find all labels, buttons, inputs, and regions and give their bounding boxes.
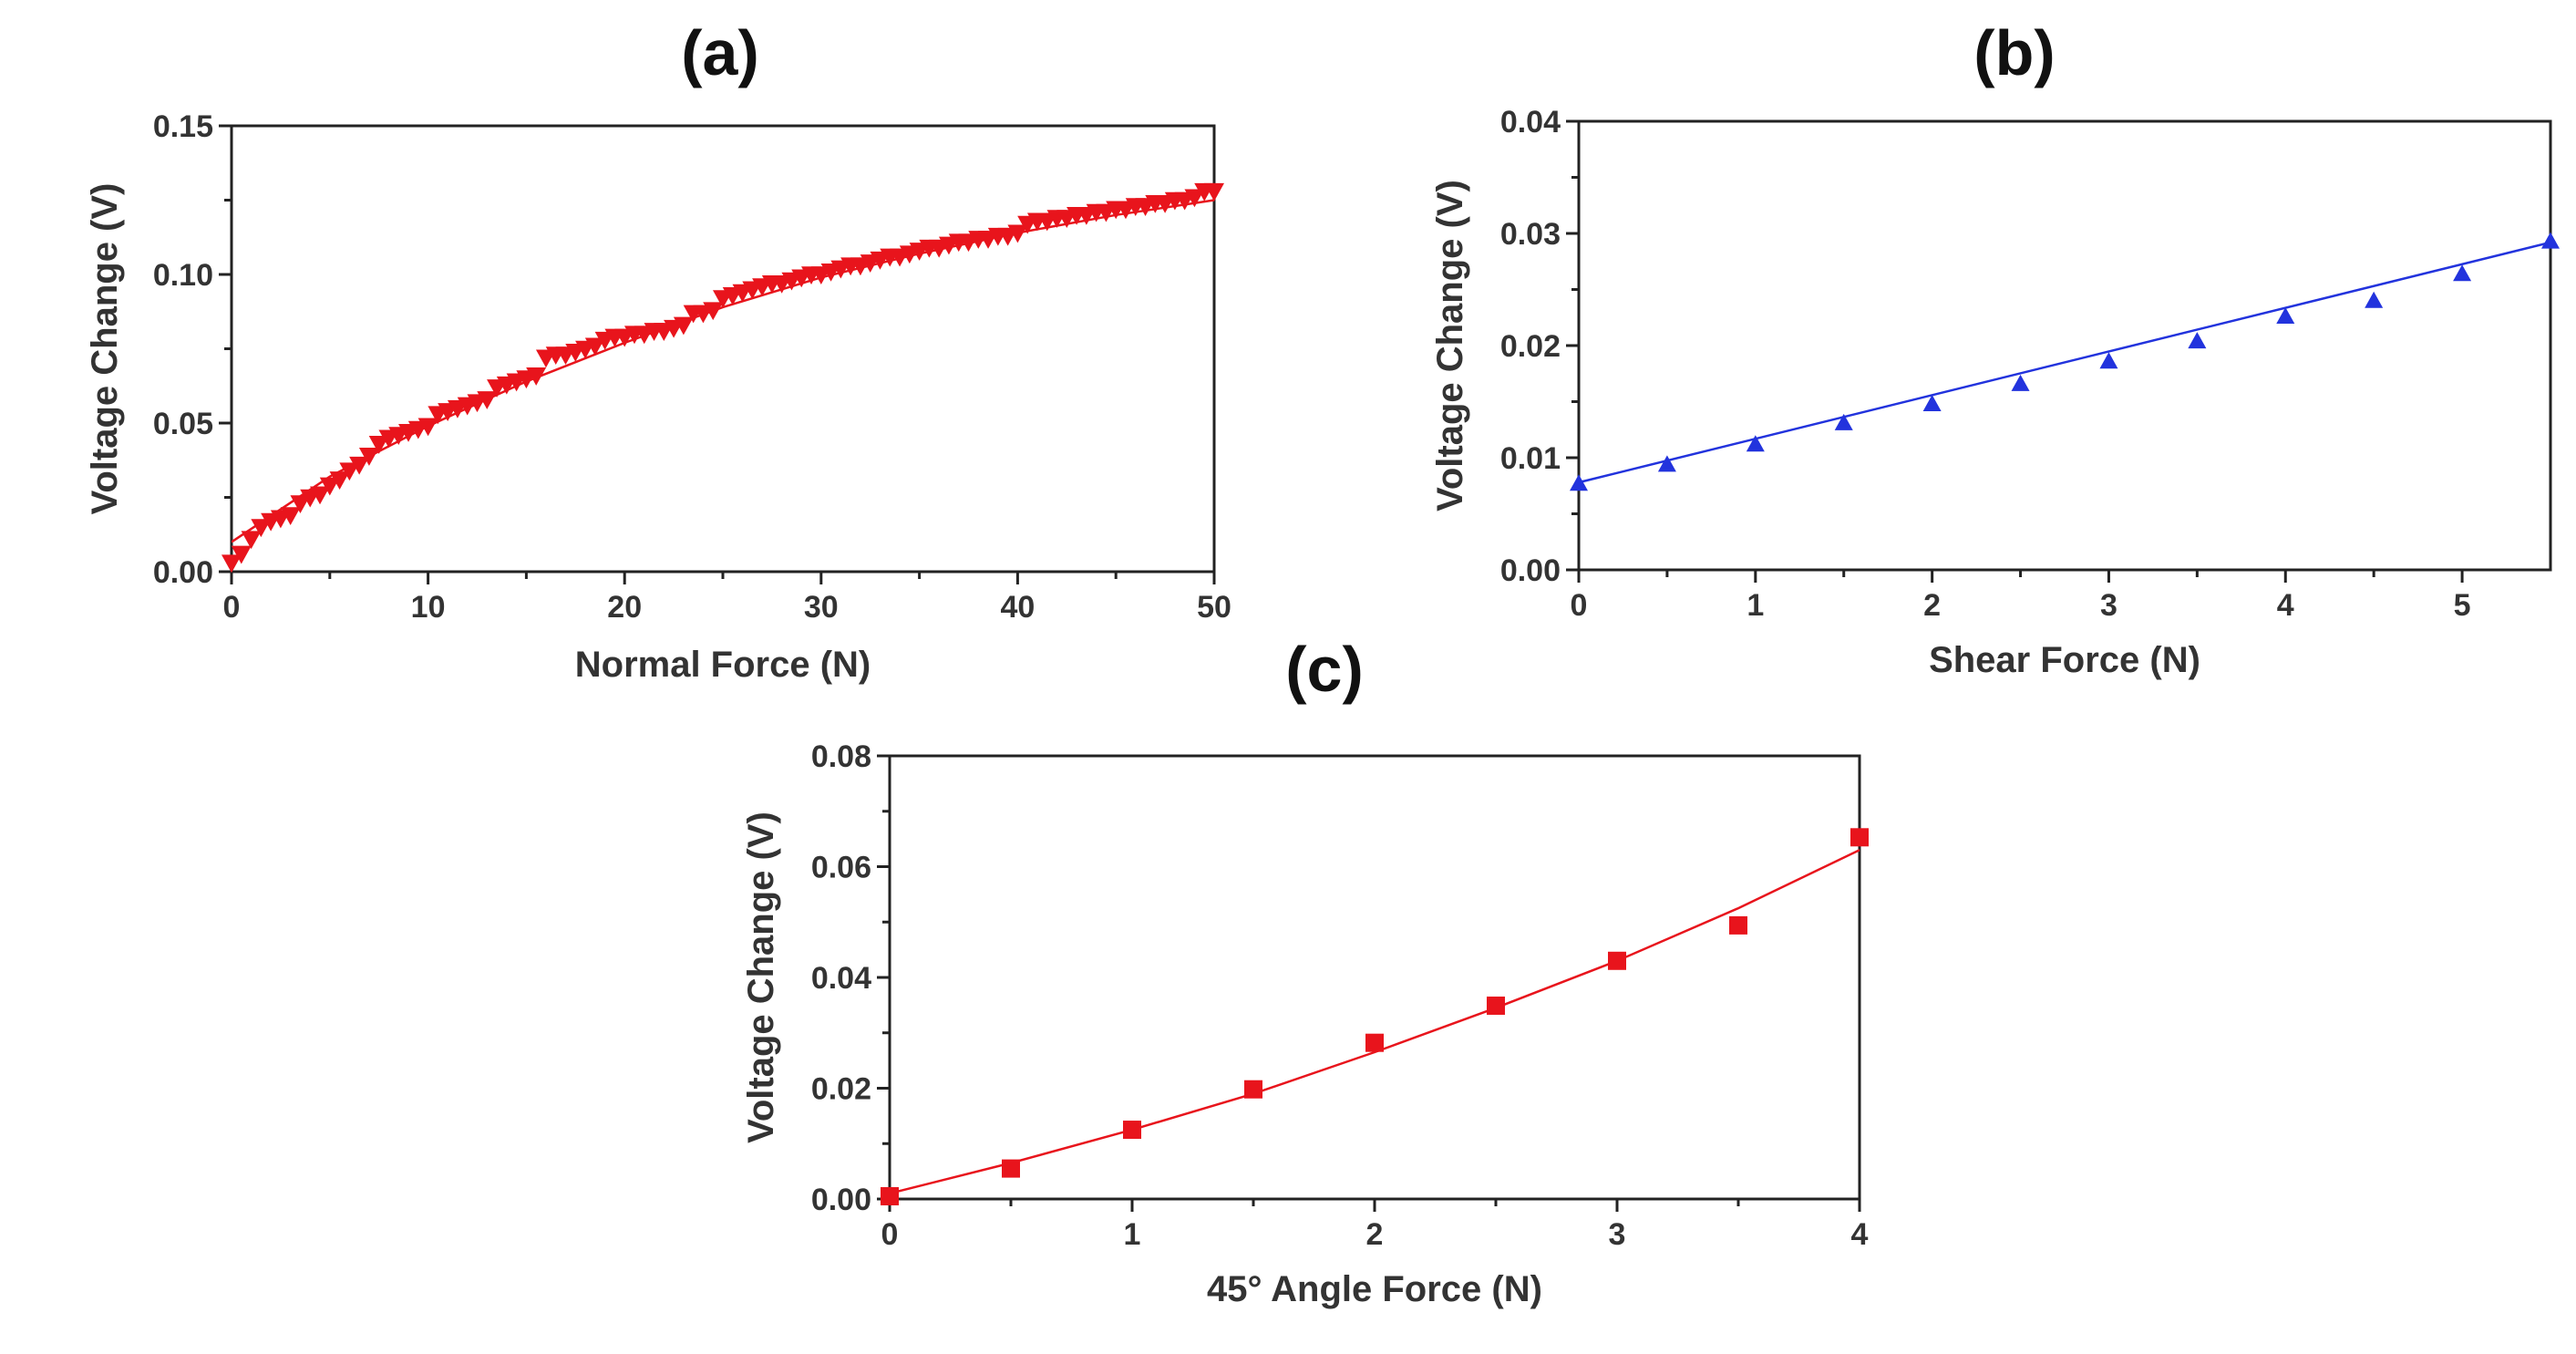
panel-label: (b) [1973,17,2055,88]
x-tick-label: 1 [1124,1217,1141,1252]
x-tick-label: 2 [1923,588,1941,623]
y-axis-title: Voltage Change (V) [1430,180,1470,512]
data-point [2276,307,2295,325]
data-point [1729,915,1747,935]
data-point [231,545,252,564]
data-point [1746,435,1765,452]
x-axis-title: Normal Force (N) [575,645,871,685]
data-point [703,302,724,321]
data-point [319,477,340,496]
data-point [2099,352,2118,369]
data-point [526,367,547,386]
data-point [1834,413,1853,430]
y-tick-label: 0.02 [811,1072,871,1107]
data-point [222,554,242,574]
data-point [2541,232,2560,249]
data-point [1365,1033,1384,1052]
data-point [2188,332,2207,349]
chart-panel-c: (c) 0 1 2 3 4 0.00 0.02 0.04 0.06 0.08 45° Angle Fo… [741,634,1869,1309]
data-points [222,182,1224,574]
fit-line [232,199,1215,543]
data-point [2011,374,2030,391]
y-tick-label: 0.02 [1500,329,1561,364]
x-tick-label: 5 [2454,588,2471,623]
data-point [1657,455,1676,472]
panel-label: (c) [1285,634,1364,705]
data-point [280,507,301,526]
y-tick-label: 0.15 [153,109,213,144]
data-point [1922,394,1942,411]
data-point [349,456,370,475]
panel-label: (a) [681,17,759,88]
data-point [329,471,350,490]
data-point [1204,182,1224,202]
data-point [2365,291,2384,308]
y-tick-label: 0.00 [811,1183,871,1217]
y-tick-label: 0.04 [811,961,871,996]
chart-panel-a: (a) 0 10 20 30 40 50 0.00 0.05 0.10 0.15 Normal For… [85,17,1231,685]
fit-line [890,849,1860,1195]
y-tick-label: 0.00 [1500,553,1561,588]
x-tick-label: 40 [1000,590,1035,625]
data-point [1570,474,1588,491]
data-point [1487,996,1505,1015]
data-point [1850,828,1869,847]
y-tick-label: 0.01 [1500,441,1561,476]
x-tick-label: 30 [804,590,839,625]
plot-frame [1577,119,2552,572]
x-tick-label: 0 [1571,588,1588,623]
data-point [1123,1121,1141,1140]
y-axis-title: Voltage Change (V) [85,183,125,515]
data-point [1244,1080,1262,1099]
data-point [251,519,272,538]
data-point [1608,951,1626,970]
data-point [358,448,379,466]
data-point [417,418,438,437]
y-axis-title: Voltage Change (V) [741,811,781,1143]
data-point [368,436,389,454]
plot-frame [888,754,1861,1201]
x-tick-label: 1 [1747,588,1764,623]
chart-panel-b: (b) 0 1 2 3 4 5 0.00 0.01 0.02 0.03 0.04 Shear Force… [1430,17,2560,680]
data-point [584,337,605,357]
x-tick-label: 10 [411,590,446,625]
data-point [477,391,498,409]
data-point [1184,189,1205,208]
fit-line [1579,241,2551,484]
data-point [241,531,262,550]
data-point [1002,1159,1020,1178]
data-point [881,1186,899,1205]
y-tick-label: 0.04 [1500,105,1561,140]
x-tick-label: 0 [881,1217,899,1252]
data-point [2453,264,2472,282]
data-point [290,495,311,514]
y-tick-label: 0.05 [153,407,213,441]
y-tick-label: 0.03 [1500,217,1561,252]
x-tick-label: 4 [1851,1217,1869,1252]
x-axis-title: 45° Angle Force (N) [1207,1269,1542,1309]
x-tick-label: 20 [607,590,642,625]
data-points [1570,232,2560,491]
x-tick-label: 3 [1609,1217,1626,1252]
y-tick-label: 0.00 [153,555,213,590]
x-tick-label: 4 [2277,588,2294,623]
y-tick-label: 0.06 [811,851,871,885]
data-point [673,316,694,336]
x-tick-label: 0 [223,590,241,625]
x-tick-label: 50 [1197,590,1231,625]
y-tick-label: 0.08 [811,739,871,774]
x-axis-title: Shear Force (N) [1929,640,2200,680]
x-tick-label: 2 [1366,1217,1384,1252]
plot-frame [230,124,1216,574]
data-point [310,486,331,505]
data-point [339,462,360,481]
data-point [1007,224,1028,243]
data-points [881,828,1869,1205]
y-tick-label: 0.10 [153,258,213,293]
x-tick-label: 3 [2100,588,2117,623]
